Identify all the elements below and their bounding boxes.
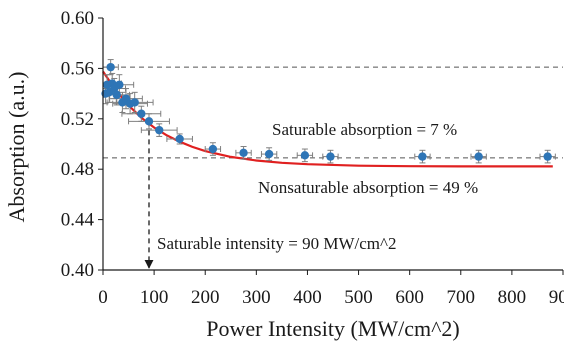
y-tick-label: 0.52: [61, 109, 94, 130]
data-point: [155, 125, 164, 135]
y-axis-title: Absorption (a.u.): [4, 72, 29, 223]
data-point: [130, 98, 139, 107]
data-point: [115, 80, 124, 89]
saturable-intensity-label: Saturable intensity = 90 MW/cm^2: [157, 234, 396, 253]
data-point: [326, 152, 335, 161]
x-tick-label: 700: [447, 287, 476, 308]
data-point: [137, 109, 146, 118]
x-tick-label: 400: [293, 287, 322, 308]
data-point: [474, 152, 483, 161]
data-point: [300, 151, 310, 160]
data-point: [208, 144, 218, 154]
data-point: [264, 149, 274, 159]
x-tick-label: 500: [344, 287, 373, 308]
nonsaturable-absorption-label: Nonsaturable absorption = 49 %: [258, 178, 478, 197]
saturable-absorption-label: Saturable absorption = 7 %: [272, 120, 457, 139]
data-point: [144, 117, 154, 126]
data-point: [106, 62, 115, 72]
y-tick-label: 0.40: [61, 260, 94, 281]
x-tick-label: 800: [498, 287, 527, 308]
data-point: [239, 148, 248, 158]
x-tick-label: 100: [140, 287, 169, 308]
fit-curve: [102, 70, 553, 168]
y-tick-label: 0.56: [61, 58, 94, 79]
x-tick-label: 0: [98, 287, 108, 308]
x-tick-label: 200: [191, 287, 220, 308]
x-axis-title: Power Intensity (MW/cm^2): [206, 316, 460, 341]
y-tick-label: 0.48: [61, 159, 94, 180]
data-point: [112, 90, 122, 100]
x-tick-label: 600: [395, 287, 424, 308]
x-tick-label: 900: [549, 287, 564, 308]
y-tick-label: 0.60: [61, 8, 94, 29]
x-tick-label: 300: [242, 287, 271, 308]
data-point: [175, 134, 184, 144]
data-point: [418, 152, 427, 161]
y-tick-label: 0.44: [61, 210, 95, 231]
data-point: [543, 152, 552, 161]
